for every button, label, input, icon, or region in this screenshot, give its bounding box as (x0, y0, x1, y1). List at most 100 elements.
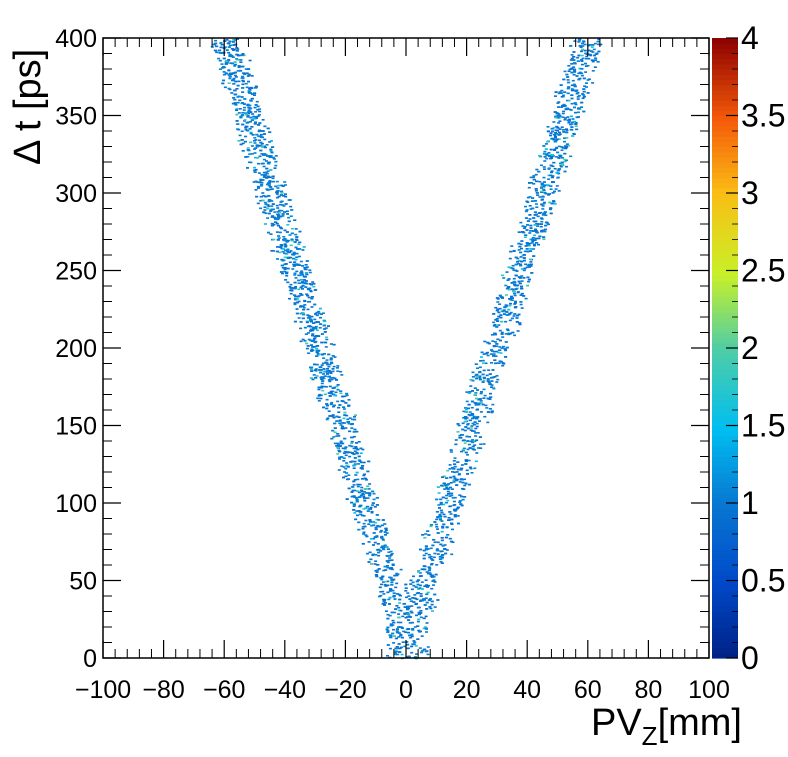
heatmap-cell (455, 507, 459, 510)
heatmap-cell (454, 439, 458, 441)
heatmap-cell (424, 579, 428, 581)
heatmap-cell (369, 521, 372, 523)
heatmap-cell (589, 54, 593, 57)
heatmap-cell (528, 232, 532, 234)
heatmap-cell (320, 341, 324, 344)
heatmap-cell (363, 477, 367, 480)
heatmap-cell (557, 138, 561, 140)
heatmap-cell (233, 63, 237, 66)
heatmap-cell (303, 300, 307, 303)
heatmap-cell (532, 255, 536, 257)
heatmap-cell (303, 340, 307, 342)
x-tick-label: −100 (75, 676, 131, 704)
heatmap-cell (554, 115, 558, 118)
heatmap-cell (501, 297, 504, 299)
heatmap-cell (373, 506, 377, 508)
heatmap-cell (301, 338, 305, 341)
heatmap-cell (504, 356, 508, 358)
heatmap-cell (413, 641, 417, 644)
heatmap-cell (325, 404, 329, 407)
heatmap-cell (231, 79, 234, 82)
heatmap-cell (385, 628, 389, 631)
heatmap-cell (352, 502, 356, 505)
heatmap-cell (573, 84, 577, 87)
heatmap-cell (223, 66, 227, 69)
heatmap-cell (264, 203, 268, 206)
heatmap-cell (554, 116, 558, 119)
heatmap-cell (560, 157, 564, 159)
heatmap-cell (368, 492, 371, 494)
heatmap-cell (453, 471, 457, 474)
heatmap-cell (488, 408, 492, 410)
heatmap-cell (222, 79, 225, 82)
heatmap-cell (266, 189, 270, 191)
heatmap-cell (298, 248, 302, 250)
heatmap-cell (319, 369, 323, 371)
heatmap-cell (507, 288, 511, 291)
heatmap-cell (353, 428, 357, 431)
heatmap-cell (258, 110, 262, 113)
heatmap-cell (316, 345, 320, 347)
heatmap-cell (403, 612, 407, 615)
heatmap-cell (375, 497, 379, 499)
heatmap-cell (428, 556, 432, 559)
heatmap-cell (257, 135, 261, 137)
colorbar-segment (712, 451, 738, 458)
heatmap-cell (447, 483, 451, 485)
heatmap-cell (317, 386, 321, 389)
heatmap-cell (405, 641, 409, 643)
heatmap-cell (273, 211, 277, 213)
heatmap-cell (544, 143, 548, 145)
heatmap-cell (301, 281, 305, 283)
heatmap-cell (393, 598, 397, 600)
heatmap-cell (417, 629, 421, 632)
heatmap-cell (493, 333, 497, 336)
heatmap-cell (536, 194, 540, 196)
colorbar-segment (712, 208, 738, 215)
heatmap-cell (406, 643, 410, 646)
heatmap-cell (312, 326, 316, 329)
heatmap-cell (572, 133, 576, 135)
heatmap-cell (225, 39, 229, 41)
heatmap-cell (235, 58, 239, 60)
heatmap-cell (374, 528, 378, 531)
heatmap-cell (462, 447, 466, 450)
colorbar-segment (712, 79, 738, 86)
heatmap-cell (445, 485, 449, 488)
heatmap-cell (432, 556, 436, 559)
heatmap-cell (449, 482, 453, 484)
heatmap-cell (305, 321, 309, 324)
heatmap-cell (343, 395, 347, 398)
colorbar-segment (712, 249, 738, 256)
colorbar-segment (712, 379, 738, 385)
heatmap-cell (459, 503, 463, 505)
heatmap-cell (396, 573, 400, 576)
heatmap-cell (463, 429, 467, 432)
heatmap-cell (432, 576, 436, 578)
heatmap-cell (479, 447, 483, 449)
heatmap-cell (362, 491, 366, 493)
heatmap-cell (570, 88, 574, 90)
heatmap-cell (343, 411, 347, 414)
heatmap-cell (332, 416, 336, 419)
heatmap-cell (429, 558, 433, 560)
heatmap-cell (577, 107, 581, 109)
heatmap-cell (246, 104, 250, 107)
heatmap-cell (586, 79, 590, 81)
heatmap-cell (265, 177, 269, 179)
heatmap-cell (534, 228, 537, 231)
heatmap-cell (253, 140, 256, 142)
heatmap-cell (311, 334, 315, 337)
heatmap-cell (375, 504, 379, 506)
heatmap-cell (381, 519, 385, 521)
heatmap-cell (301, 284, 305, 287)
heatmap-cell (270, 205, 274, 207)
heatmap-cell (466, 454, 469, 456)
heatmap-cell (495, 343, 499, 345)
heatmap-cell (243, 120, 246, 122)
heatmap-cell (573, 40, 577, 42)
heatmap-cell (543, 156, 547, 158)
heatmap-cell (359, 511, 363, 513)
heatmap-cell (567, 70, 571, 72)
heatmap-cell (366, 497, 370, 499)
